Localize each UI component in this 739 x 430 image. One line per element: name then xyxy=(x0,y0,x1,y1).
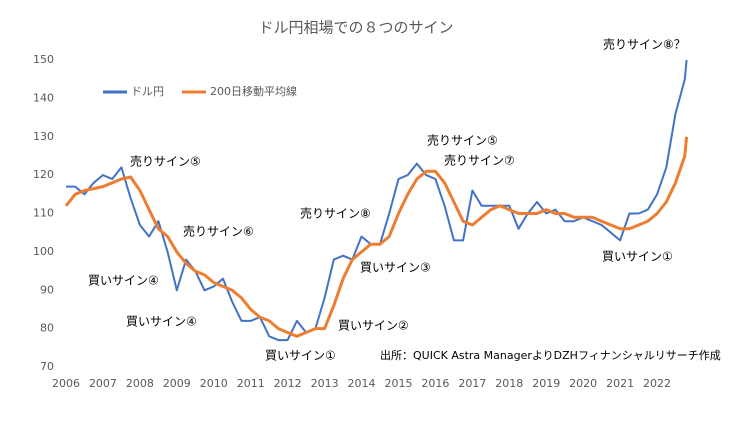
annotation: 売りサイン⑥ xyxy=(183,224,254,239)
x-tick-label: 2014 xyxy=(348,377,376,390)
legend-label: ドル円 xyxy=(131,85,164,98)
y-tick-label: 140 xyxy=(33,91,54,104)
annotation: 買いサイン② xyxy=(338,319,409,333)
x-tick-label: 2021 xyxy=(606,377,634,390)
x-tick-label: 2010 xyxy=(200,377,228,390)
x-tick-label: 2013 xyxy=(311,377,339,390)
y-tick-label: 130 xyxy=(33,130,54,143)
annotation: 買いサイン④ xyxy=(88,274,159,288)
y-tick-label: 80 xyxy=(40,322,54,335)
y-tick-label: 90 xyxy=(40,283,54,296)
x-tick-label: 2007 xyxy=(89,377,117,390)
annotation: 売りサイン⑧？ xyxy=(603,37,686,52)
x-tick-label: 2009 xyxy=(163,377,191,390)
x-tick-label: 2018 xyxy=(495,377,523,390)
series-line xyxy=(66,59,688,342)
x-tick-label: 2022 xyxy=(643,377,671,390)
annotation: 売りサイン⑤ xyxy=(427,133,498,148)
x-tick-label: 2015 xyxy=(384,377,412,390)
annotation: 買いサイン④ xyxy=(126,315,197,329)
annotation: 売りサイン⑦ xyxy=(444,153,515,168)
legend-label: 200日移動平均線 xyxy=(210,84,297,98)
series-line xyxy=(64,136,689,338)
annotation: 買いサイン① xyxy=(265,349,336,363)
y-tick-label: 120 xyxy=(33,168,54,181)
annotation: 買いサイン③ xyxy=(360,261,431,275)
x-tick-label: 2012 xyxy=(274,377,302,390)
x-tick-label: 2008 xyxy=(126,377,154,390)
annotation: 売りサイン⑧ xyxy=(300,206,371,221)
y-tick-label: 70 xyxy=(40,360,54,373)
x-tick-label: 2020 xyxy=(569,377,597,390)
annotation: 売りサイン⑤ xyxy=(130,154,201,169)
x-tick-label: 2011 xyxy=(237,377,265,390)
y-tick-label: 100 xyxy=(33,245,54,258)
y-tick-label: 150 xyxy=(33,53,54,66)
chart-title: ドル円相場での８つのサイン xyxy=(258,19,453,37)
x-tick-label: 2019 xyxy=(532,377,560,390)
source-note: 出所：QUICK Astra ManagerよりDZHフィナンシャルリサーチ作成 xyxy=(380,348,721,362)
x-tick-label: 2017 xyxy=(458,377,486,390)
x-tick-label: 2016 xyxy=(421,377,449,390)
y-tick-label: 110 xyxy=(33,207,54,220)
annotation: 買いサイン① xyxy=(602,250,673,264)
x-tick-label: 2006 xyxy=(52,377,80,390)
